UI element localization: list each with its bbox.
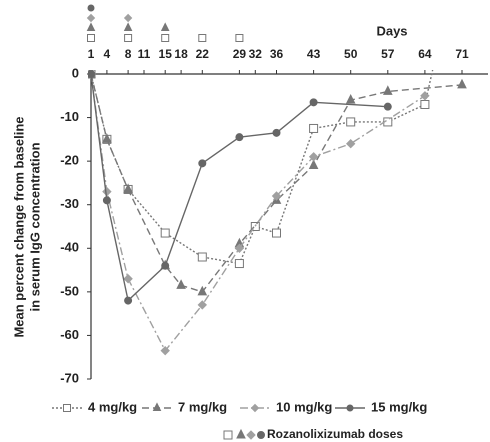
marker bbox=[420, 100, 430, 109]
x-axis-label: Days bbox=[376, 23, 407, 38]
marker bbox=[271, 191, 282, 201]
marker bbox=[160, 22, 170, 31]
marker bbox=[198, 34, 207, 42]
marker bbox=[309, 98, 318, 107]
y-tick-label: 0 bbox=[72, 65, 79, 80]
marker bbox=[197, 285, 208, 296]
marker bbox=[235, 34, 244, 42]
x-tick-label: 32 bbox=[249, 47, 263, 61]
marker bbox=[123, 183, 133, 193]
marker bbox=[123, 22, 133, 31]
x-tick-label: 57 bbox=[381, 47, 395, 61]
marker bbox=[152, 402, 162, 411]
marker bbox=[257, 431, 265, 439]
marker bbox=[383, 102, 392, 111]
x-tick-label: 8 bbox=[125, 47, 132, 61]
y-tick-label: -60 bbox=[60, 327, 79, 342]
marker bbox=[161, 34, 170, 42]
marker bbox=[234, 259, 244, 269]
marker bbox=[308, 159, 319, 169]
marker bbox=[250, 403, 260, 413]
marker bbox=[160, 228, 170, 238]
series-line bbox=[90, 73, 463, 293]
marker bbox=[102, 196, 111, 205]
x-tick-label: 50 bbox=[344, 47, 358, 61]
x-tick-label: 64 bbox=[418, 47, 432, 61]
marker bbox=[346, 404, 354, 412]
marker bbox=[123, 274, 133, 284]
marker bbox=[123, 13, 133, 23]
y-axis-label: Mean percent change from baseline bbox=[11, 116, 26, 337]
marker bbox=[124, 34, 133, 42]
marker bbox=[236, 428, 246, 439]
marker bbox=[457, 78, 467, 89]
marker bbox=[223, 430, 233, 440]
marker bbox=[234, 243, 245, 253]
x-tick-label: 4 bbox=[104, 47, 111, 61]
marker bbox=[382, 85, 393, 95]
marker bbox=[161, 261, 170, 270]
marker bbox=[63, 404, 71, 412]
legend-label: 4 mg/kg bbox=[88, 399, 137, 414]
legend-label: 7 mg/kg bbox=[178, 399, 227, 414]
legend-label: 15 mg/kg bbox=[371, 399, 427, 414]
marker bbox=[86, 22, 96, 31]
dose-legend-label: Rozanolixizumab doses bbox=[267, 427, 403, 441]
marker bbox=[235, 133, 244, 142]
y-tick-label: -50 bbox=[60, 283, 79, 298]
x-tick-label: 29 bbox=[233, 47, 247, 61]
marker bbox=[160, 345, 170, 356]
marker bbox=[86, 13, 96, 23]
marker bbox=[250, 222, 260, 231]
marker bbox=[176, 279, 186, 289]
marker bbox=[87, 4, 95, 12]
x-tick-label: 11 bbox=[138, 47, 151, 61]
x-tick-label: 18 bbox=[174, 47, 188, 61]
marker bbox=[272, 228, 281, 238]
y-axis-label: in serum IgG concentration bbox=[27, 142, 42, 311]
x-tick-label: 71 bbox=[455, 47, 469, 61]
x-tick-label: 1 bbox=[88, 47, 95, 61]
marker bbox=[308, 152, 319, 162]
y-tick-label: -70 bbox=[60, 370, 79, 385]
marker bbox=[420, 91, 430, 101]
y-tick-label: -20 bbox=[60, 153, 79, 168]
series-line bbox=[90, 73, 426, 352]
marker bbox=[88, 70, 95, 78]
y-tick-label: -40 bbox=[60, 240, 79, 255]
marker bbox=[345, 139, 356, 149]
x-tick-label: 36 bbox=[270, 47, 284, 61]
marker bbox=[124, 296, 133, 305]
marker bbox=[102, 186, 112, 197]
marker bbox=[345, 94, 356, 104]
marker bbox=[198, 159, 207, 168]
x-tick-label: 15 bbox=[159, 47, 173, 61]
y-tick-label: -30 bbox=[60, 196, 79, 211]
marker bbox=[197, 252, 207, 262]
marker bbox=[272, 128, 281, 137]
x-tick-label: 22 bbox=[196, 47, 210, 61]
y-tick-label: -10 bbox=[60, 109, 79, 124]
marker bbox=[197, 300, 208, 310]
legend-label: 10 mg/kg bbox=[276, 399, 332, 414]
marker bbox=[102, 133, 112, 143]
marker bbox=[87, 34, 95, 42]
marker bbox=[346, 117, 356, 127]
marker bbox=[246, 430, 256, 440]
marker bbox=[309, 123, 319, 133]
plot-area bbox=[88, 70, 467, 356]
x-tick-label: 43 bbox=[307, 47, 321, 61]
